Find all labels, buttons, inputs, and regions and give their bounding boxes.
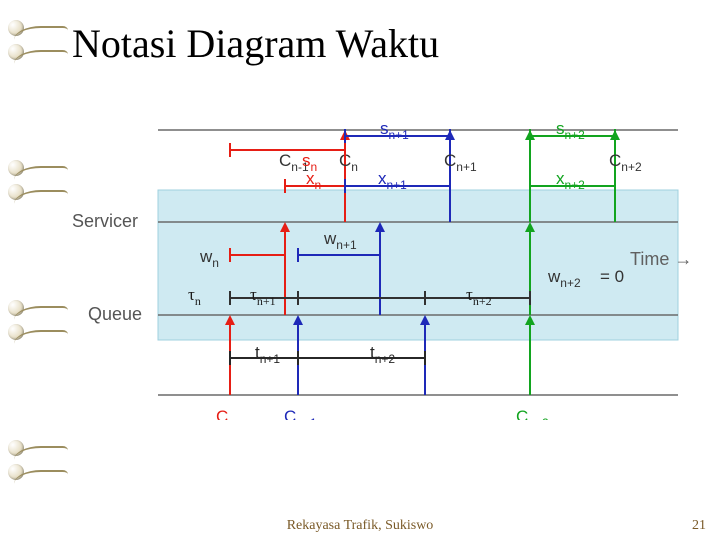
- svg-text:xn: xn: [306, 169, 321, 192]
- svg-text:Cn+2: Cn+2: [516, 407, 549, 420]
- svg-text:Cn: Cn: [339, 151, 358, 174]
- svg-text:Cn+1: Cn+1: [284, 407, 317, 420]
- svg-text:tn+2: tn+2: [370, 343, 395, 366]
- time-diagram: ServicerQueueTime →CnCn-1Cn+1CnCn+1Cn+2C…: [70, 110, 690, 420]
- page-number: 21: [692, 518, 706, 534]
- svg-text:Cn+2: Cn+2: [609, 151, 642, 174]
- binder-holes: [0, 0, 50, 540]
- slide-title: Notasi Diagram Waktu: [72, 20, 439, 67]
- footer-text: Rekayasa Trafik, Sukiswo: [0, 518, 720, 534]
- svg-text:tn+1: tn+1: [255, 343, 280, 366]
- svg-text:xn+1: xn+1: [378, 169, 407, 192]
- slide: Notasi Diagram Waktu Rekayasa Trafik, Su…: [0, 0, 720, 540]
- svg-text:= 0: = 0: [600, 267, 624, 286]
- svg-text:Queue: Queue: [88, 304, 142, 324]
- svg-text:Cn: Cn: [216, 407, 235, 420]
- svg-text:Time →: Time →: [630, 249, 690, 269]
- svg-text:Servicer: Servicer: [72, 211, 138, 231]
- svg-text:sn+1: sn+1: [380, 119, 409, 142]
- svg-text:Cn+1: Cn+1: [444, 151, 477, 174]
- svg-text:xn+2: xn+2: [556, 169, 585, 192]
- svg-text:sn+2: sn+2: [556, 119, 585, 142]
